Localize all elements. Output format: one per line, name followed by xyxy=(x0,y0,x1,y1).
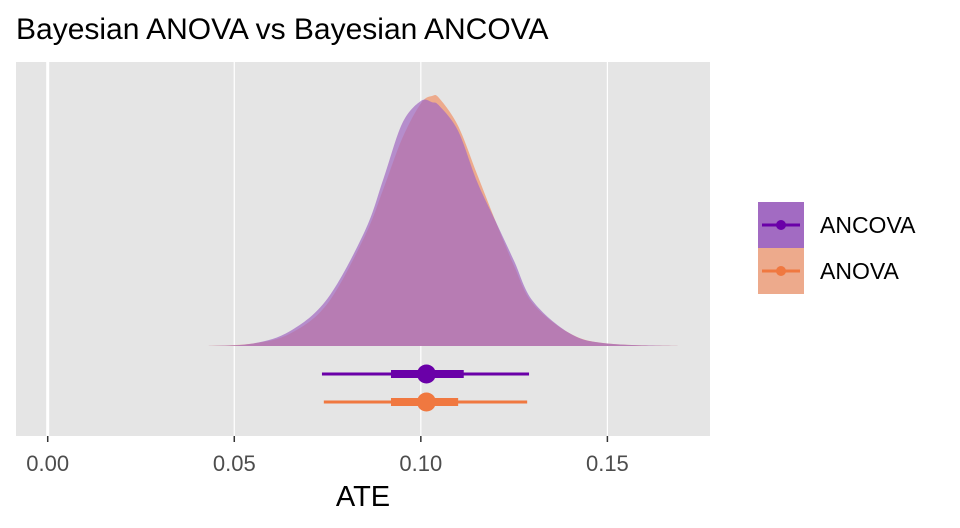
legend-point-ancova xyxy=(776,220,786,230)
legend: ANCOVA ANOVA xyxy=(758,202,916,294)
x-axis-title: ATE xyxy=(336,481,390,513)
density-ancova xyxy=(208,99,683,346)
x-tick-label-3: 0.15 xyxy=(586,451,629,476)
interval-layer xyxy=(321,364,530,412)
x-tick-label-2: 0.10 xyxy=(399,451,442,476)
legend-label-anova: ANOVA xyxy=(820,258,899,284)
legend-point-anova xyxy=(776,266,786,276)
point-estimate-anova xyxy=(416,392,436,412)
x-tick-label-0: 0.00 xyxy=(26,451,69,476)
legend-label-ancova: ANCOVA xyxy=(820,212,916,238)
x-axis: 0.00 0.05 0.10 0.15 xyxy=(26,436,629,476)
density-layer xyxy=(208,95,683,346)
chart-title: Bayesian ANOVA vs Bayesian ANCOVA xyxy=(16,13,548,46)
point-estimate-ancova xyxy=(416,364,436,384)
x-tick-label-1: 0.05 xyxy=(213,451,256,476)
